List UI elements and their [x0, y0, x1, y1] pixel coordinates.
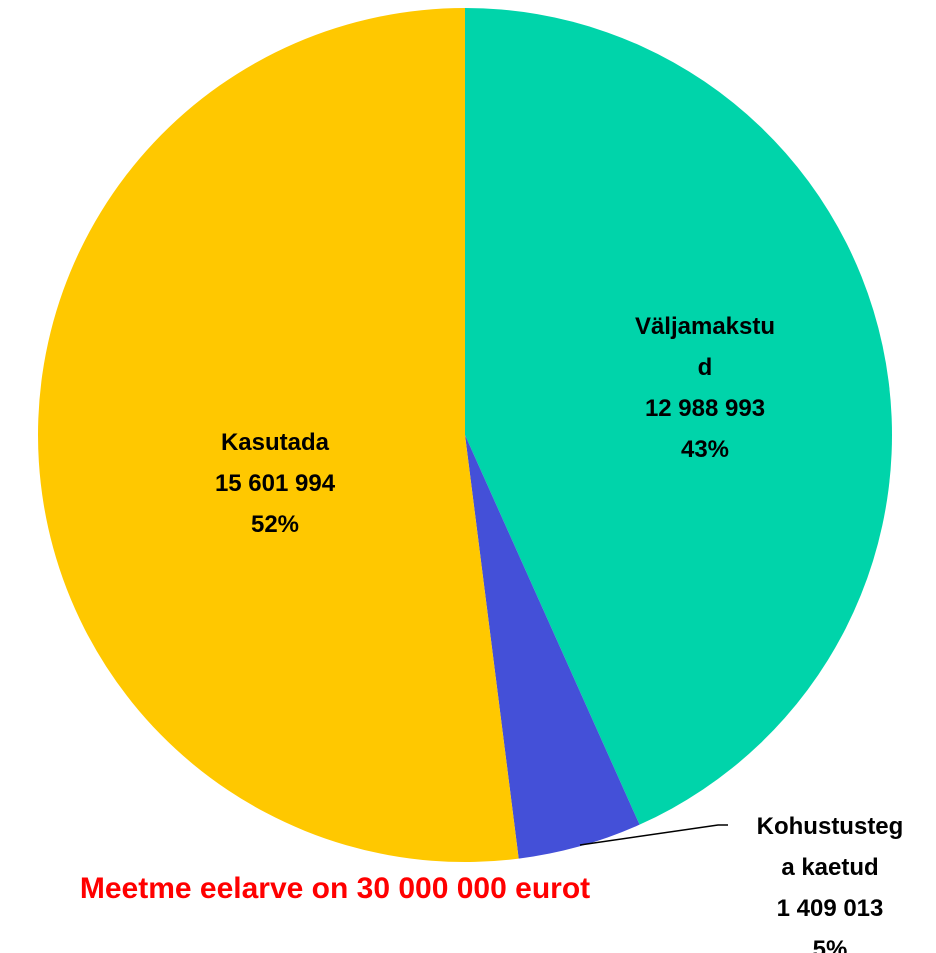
percent-label: 52%: [250, 511, 300, 538]
percent-label: 5%: [812, 936, 848, 953]
percent-label: 43%: [680, 436, 730, 463]
slice-label: Kohustustega kaetud 1 409 013 5%: [754, 806, 906, 953]
slice-label: Kasutada 15 601 994 52%: [175, 422, 375, 545]
value-label: 1 409 013: [776, 895, 884, 922]
value-label: 15 601 994: [214, 470, 336, 497]
category-label: Väljamakstud: [634, 313, 776, 381]
category-label: Kohustustega kaetud: [756, 813, 904, 881]
slice-label: Väljamakstud 12 988 993 43%: [631, 306, 779, 470]
annotation: Meetme eelarve on 30 000 000 eurot: [79, 872, 591, 905]
pie-slice: [465, 8, 892, 825]
value-label: 12 988 993: [644, 395, 766, 422]
pie-slice: [37, 8, 519, 863]
category-label: Kasutada: [220, 429, 330, 456]
leader-line: [579, 824, 728, 846]
pie-slice: [465, 435, 640, 859]
